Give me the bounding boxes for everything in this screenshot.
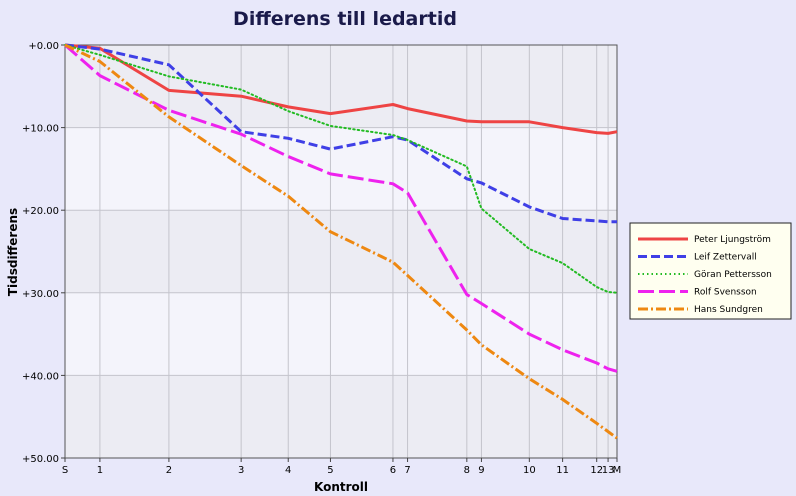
y-tick-label: +20.00 <box>22 206 59 217</box>
legend-entry: Göran Pettersson <box>694 270 772 280</box>
x-tick-label: 3 <box>238 465 244 476</box>
plot-area <box>64 44 618 459</box>
x-tick-label: 5 <box>327 465 333 476</box>
y-tick-label: +40.00 <box>22 371 59 382</box>
x-tick-label: S <box>62 465 68 476</box>
y-tick-label: +30.00 <box>22 289 59 300</box>
series-line-3 <box>64 43 618 373</box>
x-tick-label: 8 <box>464 465 470 476</box>
x-tick-label: 7 <box>404 465 410 476</box>
x-tick-label: 10 <box>523 465 536 476</box>
y-axis-label: Tidsdifferens <box>6 208 20 296</box>
x-tick-label: 13 <box>602 465 615 476</box>
x-tick-label: 9 <box>478 465 484 476</box>
legend-entry: Peter Ljungström <box>694 235 771 245</box>
plot-band <box>65 127 617 211</box>
legend: Peter Ljungström Leif Zettervall Göran Pet… <box>629 222 792 320</box>
x-tick-label: 1 <box>97 465 103 476</box>
series-line-0 <box>64 43 618 135</box>
y-axis-ticks: +0.00 +10.00 +20.00 +30.00 +40.00 +50.00 <box>22 41 65 465</box>
series-line-4 <box>64 43 618 440</box>
x-tick-label: 2 <box>166 465 172 476</box>
series-layer <box>64 43 618 440</box>
x-tick-label: 4 <box>285 465 291 476</box>
plot-band <box>65 292 617 376</box>
x-tick-label: 6 <box>390 465 396 476</box>
chart-title: Differens till ledartid <box>233 8 457 30</box>
legend-entry: Leif Zettervall <box>694 253 757 263</box>
series-line-1 <box>64 43 617 224</box>
x-tick-label: 12 <box>590 465 603 476</box>
x-axis-label: Kontroll <box>314 480 368 494</box>
y-tick-label: +50.00 <box>22 454 59 465</box>
legend-entry: Rolf Svensson <box>694 288 757 298</box>
plot-band <box>65 45 617 128</box>
y-tick-label: +10.00 <box>22 124 59 135</box>
plot-band <box>65 375 617 458</box>
legend-entry: Hans Sundgren <box>694 305 763 315</box>
plot-border <box>64 44 618 459</box>
plot-band <box>65 210 617 293</box>
x-tick-label: 11 <box>556 465 569 476</box>
series-line-2 <box>64 44 618 294</box>
x-tick-label: M <box>613 465 622 476</box>
y-tick-label: +0.00 <box>28 41 59 52</box>
